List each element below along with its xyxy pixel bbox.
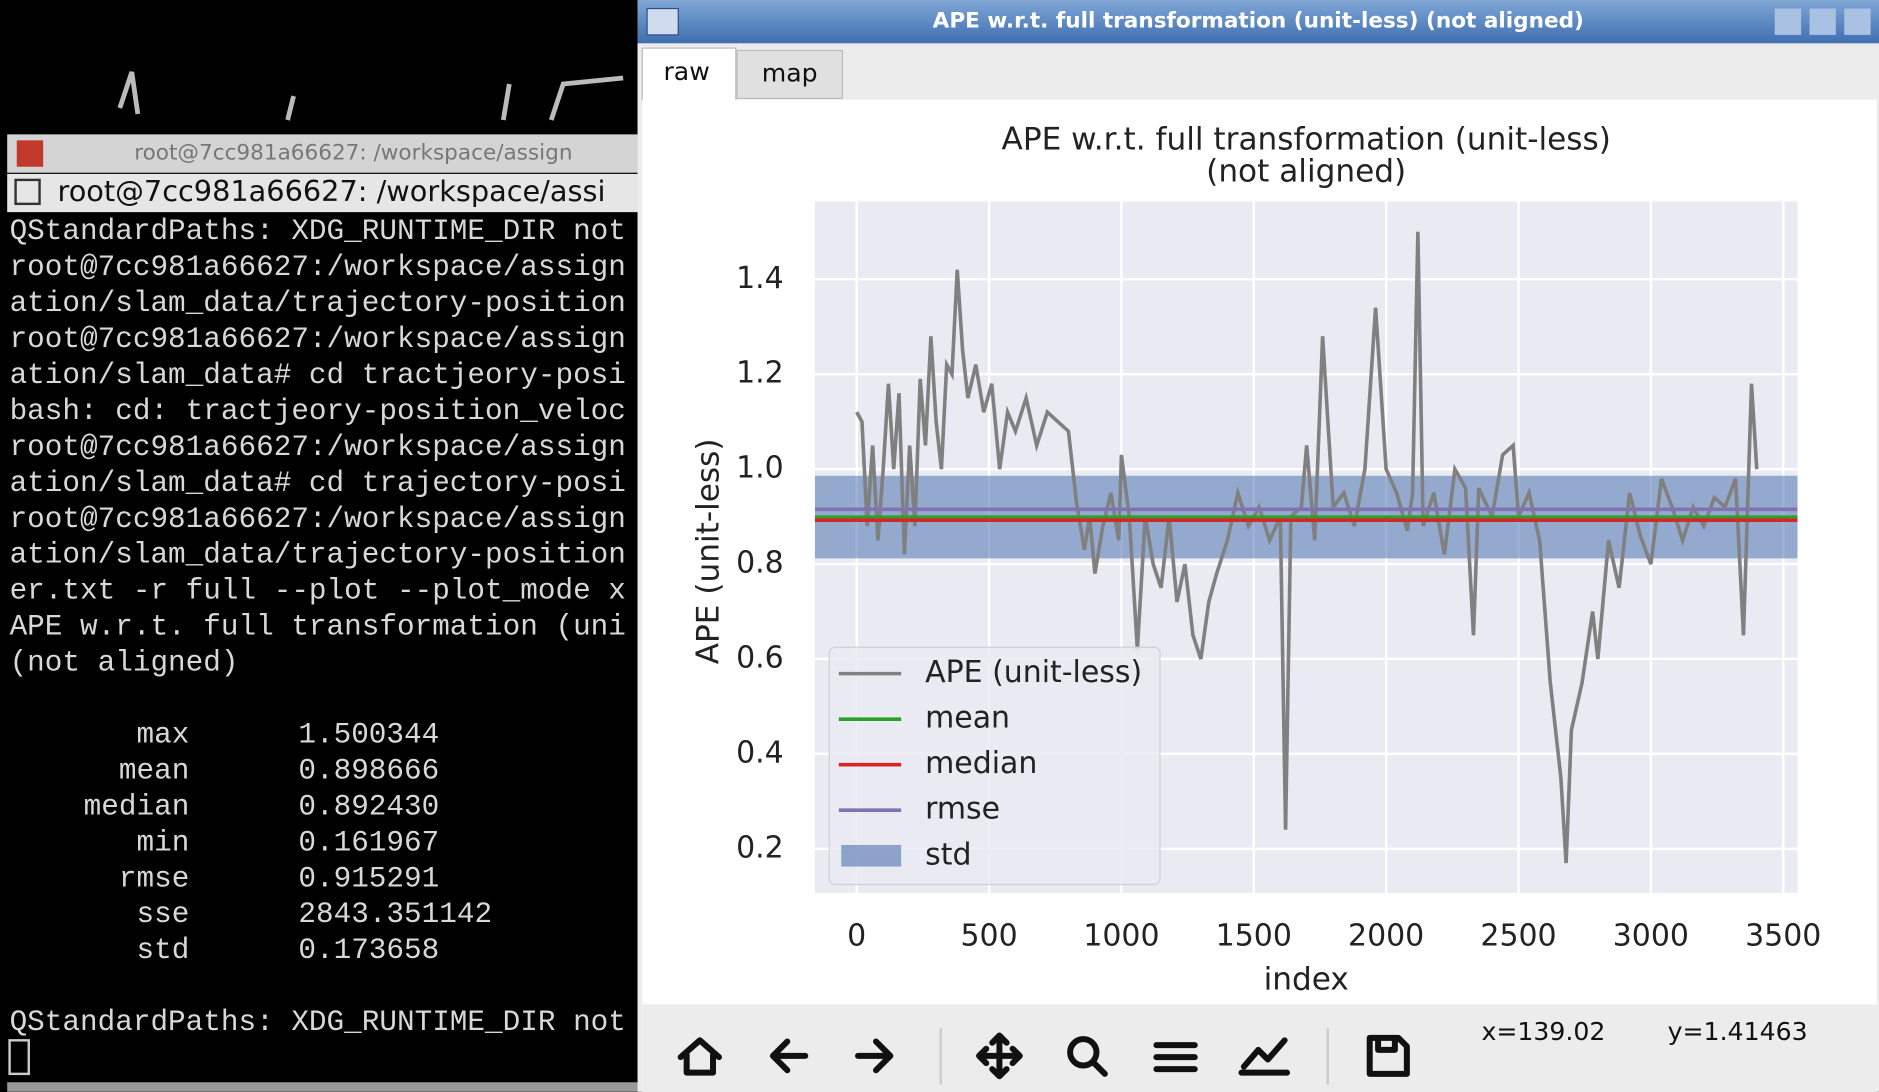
title-bar [637,0,1879,44]
terminal-line: root@7cc981a66627:/workspace/assign [10,323,626,356]
stat-value: 0.915291 [298,862,439,895]
pan-button[interactable] [976,1032,1023,1080]
back-button[interactable] [769,1038,809,1074]
stat-name: std [137,934,190,967]
x-tick-label: 1000 [1083,919,1159,954]
stat-value: 0.161967 [298,826,439,859]
y-tick-label: 0.8 [736,546,784,581]
x-tick-label: 3500 [1745,919,1821,954]
background-decoration [117,71,624,121]
scrollbar [7,1082,638,1092]
minimize-button[interactable] [1774,8,1802,35]
y-tick-label: 0.4 [736,735,784,770]
y-tick-label: 1.4 [736,261,784,296]
stat-value: 0.898666 [298,754,439,787]
x-tick-label: 1500 [1216,919,1292,954]
terminal-line: ation/slam_data# cd tractjeory-posi [10,359,626,392]
terminal-line: APE w.r.t. full transformation (uni [10,611,626,644]
y-tick-label: 0.2 [736,830,784,865]
tab-label[interactable]: map [762,58,818,87]
y-axis-label: APE (unit-less) [690,438,726,664]
chart-subtitle: (not aligned) [1206,154,1406,190]
ape-line [855,231,1759,864]
terminal-line: root@7cc981a66627:/workspace/assign [10,503,626,536]
stat-name: mean [119,754,189,787]
cursor [8,1039,30,1076]
x-tick-label: 2500 [1480,919,1556,954]
terminal-line: ation/slam_data/trajectory-position [10,539,626,572]
x-tick-label: 0 [847,919,866,954]
x-axis-label: index [1264,961,1349,997]
terminal-line: root@7cc981a66627:/workspace/assign [10,251,626,284]
terminal-window: root@7cc981a66627: /workspace/assign roo… [7,71,638,1092]
y-tick-label: 1.0 [736,451,784,486]
stat-value: 0.173658 [298,934,439,967]
window-icon [646,7,679,36]
close-button[interactable] [1844,8,1871,35]
tab-label[interactable]: raw [663,57,709,86]
plot-content [814,231,1798,864]
legend-label: median [925,746,1037,781]
plot-window: APE w.r.t. full transformation (unit-les… [637,0,1879,1092]
terminal-line: QStandardPaths: XDG_RUNTIME_DIR not [10,215,626,248]
terminal-line: er.txt -r full --plot --plot_mode x [10,575,626,608]
terminal-line: ation/slam_data# cd trajectory-posi [10,467,626,500]
stat-value: 1.500344 [298,718,439,751]
y-tick-label: 0.6 [736,640,784,675]
stat-name: median [84,790,190,823]
terminal-line: bash: cd: tractjeory-position_veloc [10,395,626,428]
chart-title: APE w.r.t. full transformation (unit-les… [1002,121,1611,157]
zoom-button[interactable] [1067,1036,1100,1069]
window-title: APE w.r.t. full transformation (unit-les… [933,9,1584,34]
tab-map[interactable] [736,49,844,100]
stat-name: rmse [119,862,189,895]
x-tick-label: 500 [960,919,1017,954]
legend-box [828,646,1161,886]
stat-name: sse [137,898,190,931]
zoom-handle[interactable] [1089,1058,1108,1077]
legend-label: std [925,837,971,872]
terminal-line: QStandardPaths: XDG_RUNTIME_DIR not [10,1006,626,1039]
title-bar [7,134,638,173]
legend-label: mean [925,701,1010,736]
app-icon [16,140,44,167]
tab-bar [7,173,638,213]
tab-icon [14,178,41,206]
legend-label: APE (unit-less) [925,655,1142,690]
tab-raw[interactable] [641,47,737,102]
stat-value: 0.892430 [298,790,439,823]
terminal-line: ation/slam_data/trajectory-position [10,287,626,320]
save-button[interactable] [1366,1034,1410,1077]
legend-label: rmse [925,792,1000,827]
stat-name: max [137,718,190,751]
configure-button[interactable] [1153,1042,1198,1073]
status-x: x=139.02 [1481,1017,1605,1046]
home-button[interactable] [677,1037,723,1076]
terminal-line: root@7cc981a66627:/workspace/assign [10,431,626,464]
status-y: y=1.41463 [1668,1017,1808,1046]
edit-axis-button[interactable] [1238,1037,1291,1076]
forward-button[interactable] [855,1038,894,1074]
stat-value: 2843.351142 [298,898,492,931]
x-tick-label: 3000 [1613,919,1689,954]
window-title: root@7cc981a66627: /workspace/assign [134,141,572,166]
terminal-line: (not aligned) [10,647,239,680]
maximize-button[interactable] [1809,8,1836,35]
terminal-body [7,212,638,1083]
tab-title: root@7cc981a66627: /workspace/assi [58,174,606,208]
legend-swatch [841,844,902,867]
y-tick-label: 1.2 [736,356,784,391]
stat-name: min [137,826,190,859]
x-tick-label: 2000 [1348,919,1424,954]
